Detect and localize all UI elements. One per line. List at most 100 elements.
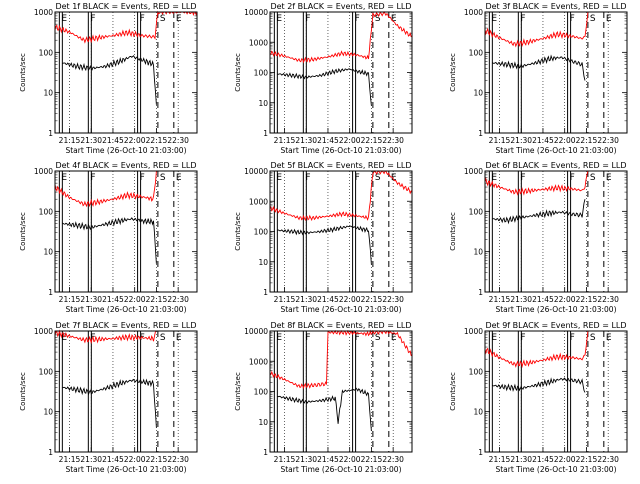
x-tick-label: 21:15 [274, 136, 296, 145]
event-marker-label: F [570, 333, 575, 343]
event-marker-label: E [491, 333, 497, 343]
x-tick-label: 21:45 [102, 455, 124, 464]
x-tick-label: 22:00 [554, 455, 576, 464]
plot-frame [54, 330, 198, 453]
y-tick-label: 10000 [244, 327, 268, 336]
event-marker-label: S [590, 333, 596, 343]
lld-series-line [484, 11, 589, 48]
x-tick-label: 21:30 [295, 136, 317, 145]
event-marker-label: F [355, 14, 360, 24]
chart-panel-1: Det 1f BLACK = Events, RED = LLD Counts/s… [19, 2, 198, 155]
lld-series-line [269, 11, 413, 64]
x-tick-label: 22:30 [597, 136, 619, 145]
x-tick-label: 22:30 [382, 136, 404, 145]
x-tick-label: 22:15 [361, 455, 383, 464]
chart-panel-9: Det 9f BLACK = Events, RED = LLD Counts/s… [449, 321, 628, 474]
x-tick-label: 21:15 [274, 455, 296, 464]
x-axis-label: Start Time (26-Oct-10 21:03:00) [280, 146, 401, 155]
plot-frame [269, 330, 413, 453]
event-marker-label: E [176, 173, 182, 183]
plot-frame [484, 330, 628, 453]
event-marker-label: F [520, 14, 525, 24]
y-tick-label: 100 [39, 48, 54, 57]
x-tick-label: 22:00 [124, 136, 146, 145]
event-marker-label: E [176, 14, 182, 24]
chart-panel-5: Det 5f BLACK = Events, RED = LLD Counts/s… [234, 161, 413, 314]
y-tick-label: 10 [43, 89, 53, 98]
x-tick-label: 21:45 [532, 136, 554, 145]
events-series-line [277, 387, 372, 431]
y-axis-label: Counts/sec [449, 212, 457, 251]
y-tick-label: 1000 [249, 38, 268, 47]
y-tick-label: 1 [48, 448, 53, 457]
chart-title: Det 9f BLACK = Events, RED = LLD [485, 321, 626, 330]
x-tick-label: 21:30 [510, 455, 532, 464]
x-tick-label: 21:15 [59, 136, 81, 145]
lld-series-line [54, 170, 157, 208]
x-tick-label: 22:00 [339, 295, 361, 304]
y-tick-label: 10 [258, 418, 268, 427]
x-axis-label: Start Time (26-Oct-10 21:03:00) [495, 146, 616, 155]
x-tick-label: 21:15 [489, 136, 511, 145]
chart-title: Det 2f BLACK = Events, RED = LLD [270, 2, 411, 11]
y-tick-label: 1 [478, 448, 483, 457]
events-series-line [62, 378, 157, 428]
x-tick-label: 22:30 [167, 136, 189, 145]
y-tick-label: 1 [48, 288, 53, 297]
chart-title: Det 4f BLACK = Events, RED = LLD [55, 161, 196, 170]
x-tick-label: 22:30 [167, 295, 189, 304]
event-marker-label: F [90, 14, 95, 24]
y-tick-label: 1000 [249, 197, 268, 206]
x-tick-label: 22:30 [382, 295, 404, 304]
x-tick-label: 21:15 [489, 295, 511, 304]
y-tick-label: 100 [39, 367, 54, 376]
event-marker-label: S [160, 333, 166, 343]
chart-panel-7: Det 7f BLACK = Events, RED = LLD Counts/s… [19, 321, 198, 474]
y-axis-label: Counts/sec [234, 53, 242, 92]
event-marker-label: F [305, 14, 310, 24]
chart-panel-3: Det 3f BLACK = Events, RED = LLD Counts/s… [449, 2, 628, 155]
events-series-line [277, 225, 372, 265]
event-marker-label: E [61, 14, 67, 24]
lld-series-line [484, 170, 589, 196]
event-marker-label: F [520, 173, 525, 183]
plot-frame [54, 11, 198, 134]
event-marker-label: E [61, 333, 67, 343]
y-tick-label: 100 [469, 48, 484, 57]
plot-frame [484, 170, 628, 293]
y-axis-label: Counts/sec [19, 372, 27, 411]
y-tick-label: 10 [473, 89, 483, 98]
event-marker-label: E [391, 333, 397, 343]
chart-panel-2: Det 2f BLACK = Events, RED = LLD Counts/s… [234, 2, 413, 155]
y-tick-label: 100 [254, 388, 269, 397]
x-tick-label: 21:45 [532, 455, 554, 464]
y-tick-label: 1 [263, 448, 268, 457]
lld-series-line [269, 329, 413, 390]
y-tick-label: 100 [254, 69, 269, 78]
y-tick-label: 1000 [34, 167, 53, 176]
y-tick-label: 1000 [464, 327, 483, 336]
x-axis-label: Start Time (26-Oct-10 21:03:00) [65, 465, 186, 474]
y-tick-label: 1000 [34, 8, 53, 17]
y-axis-label: Counts/sec [234, 372, 242, 411]
chart-panel-8: Det 8f BLACK = Events, RED = LLD Counts/s… [234, 321, 413, 474]
x-tick-label: 22:15 [576, 136, 598, 145]
events-series-line [491, 54, 586, 81]
event-marker-label: F [355, 333, 360, 343]
x-tick-label: 21:30 [295, 295, 317, 304]
y-tick-label: 1 [478, 129, 483, 138]
lld-series-line [54, 10, 198, 44]
event-marker-label: E [391, 14, 397, 24]
x-tick-label: 22:15 [146, 455, 168, 464]
x-tick-label: 22:30 [597, 295, 619, 304]
x-tick-label: 22:00 [339, 136, 361, 145]
event-marker-label: F [305, 333, 310, 343]
x-tick-label: 22:15 [146, 136, 168, 145]
event-marker-label: S [375, 14, 381, 24]
lld-series-line [54, 329, 157, 345]
y-axis-label: Counts/sec [19, 53, 27, 92]
y-axis-label: Counts/sec [449, 53, 457, 92]
x-tick-label: 21:45 [102, 295, 124, 304]
chart-title: Det 3f BLACK = Events, RED = LLD [485, 2, 626, 11]
